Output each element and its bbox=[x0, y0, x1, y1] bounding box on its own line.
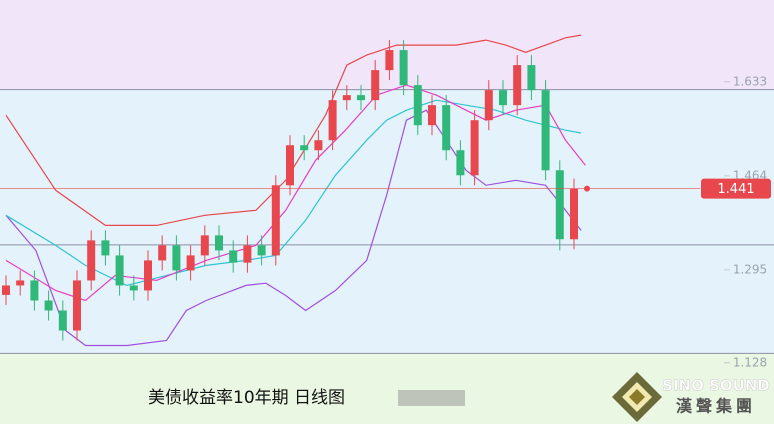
candle-body bbox=[158, 245, 167, 261]
candle-body bbox=[527, 65, 536, 91]
indicator-line bbox=[5, 34, 582, 226]
logo: SINO SOUND 漢聲集團 bbox=[612, 372, 770, 422]
candle-body bbox=[470, 120, 479, 176]
logo-diamond-core bbox=[629, 389, 645, 405]
brand: SINO SOUND bbox=[662, 377, 770, 395]
candle-body bbox=[555, 170, 564, 240]
candle-body bbox=[442, 105, 451, 151]
candle-body bbox=[286, 145, 294, 186]
candle-body bbox=[271, 185, 280, 256]
candle-body bbox=[513, 65, 522, 106]
brand-cn: 漢聲集團 bbox=[676, 397, 756, 416]
candle-body bbox=[413, 85, 422, 126]
candle-body bbox=[30, 280, 39, 301]
candle-body bbox=[243, 245, 252, 263]
candle-body bbox=[342, 95, 351, 101]
candle-body bbox=[101, 240, 110, 256]
candle-body bbox=[144, 260, 152, 291]
candle-body bbox=[428, 105, 436, 126]
candle-body bbox=[399, 50, 408, 86]
indicator-line bbox=[5, 99, 582, 287]
plot: 1.441 bbox=[0, 34, 771, 347]
chart-title: 美债收益率10年期 日线图 bbox=[148, 388, 345, 408]
candle-body bbox=[300, 145, 309, 151]
candle-body bbox=[2, 285, 10, 295]
candle-body bbox=[200, 235, 209, 256]
candle-body bbox=[229, 250, 238, 263]
y-tick-label: 1.128 bbox=[733, 355, 767, 369]
candle-body bbox=[328, 100, 337, 141]
y-tick-label: 1.633 bbox=[733, 74, 767, 88]
indicator-line bbox=[5, 109, 582, 347]
last-price-dot bbox=[584, 185, 590, 192]
candle-body bbox=[314, 140, 323, 151]
last-price-label: 1.441 bbox=[717, 182, 754, 197]
candle-body bbox=[129, 285, 138, 291]
candle-body bbox=[541, 90, 550, 171]
candle-body bbox=[172, 245, 181, 271]
candle-body bbox=[73, 280, 81, 331]
zone-top bbox=[0, 0, 774, 90]
candle-body bbox=[371, 70, 380, 101]
candle-body bbox=[456, 150, 465, 176]
candle-body bbox=[570, 188, 578, 240]
candle-body bbox=[16, 280, 25, 286]
candle-body bbox=[499, 90, 507, 106]
candle-body bbox=[186, 255, 195, 271]
candle-body bbox=[44, 300, 53, 311]
y-tick-label: 1.295 bbox=[733, 262, 767, 276]
indicator-line bbox=[5, 84, 586, 302]
candle-body bbox=[484, 90, 493, 121]
blurred-text bbox=[398, 390, 465, 406]
candle-body bbox=[257, 245, 266, 256]
candle-body bbox=[215, 235, 223, 251]
candle-body bbox=[357, 95, 365, 101]
zone-bottom bbox=[0, 353, 774, 424]
candle-body bbox=[58, 310, 67, 331]
candle-body bbox=[87, 240, 96, 281]
zone-middle bbox=[0, 89, 774, 354]
last-price-box bbox=[701, 178, 771, 199]
candle-body bbox=[115, 255, 124, 286]
candle-body bbox=[385, 50, 394, 71]
